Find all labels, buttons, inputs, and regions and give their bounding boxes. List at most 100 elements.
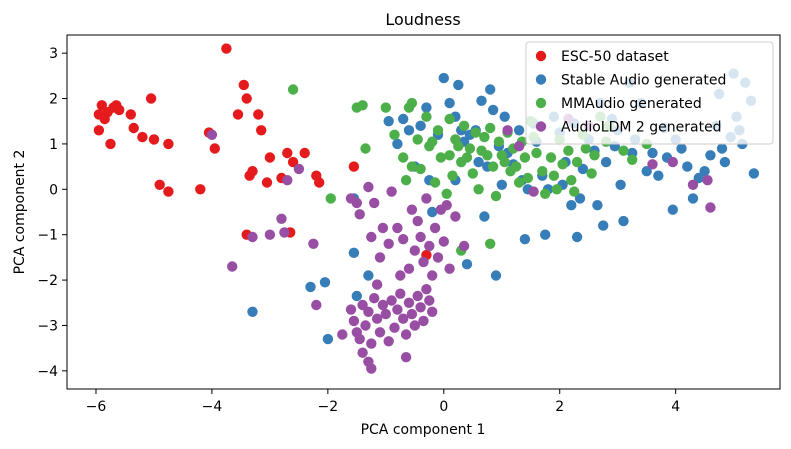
data-point-series-3 <box>427 306 438 317</box>
legend-label: AudioLDM 2 generated <box>561 120 722 136</box>
data-point-series-3 <box>450 211 461 222</box>
y-tick-label: −4 <box>37 364 58 380</box>
data-point-series-1 <box>363 270 374 281</box>
data-point-series-1 <box>719 156 731 168</box>
data-point-series-2 <box>412 134 423 145</box>
data-point-series-3 <box>667 156 678 168</box>
data-point-series-0 <box>137 131 148 143</box>
data-point-series-2 <box>522 172 533 184</box>
data-point-series-3 <box>363 306 374 317</box>
data-point-series-2 <box>421 111 432 122</box>
data-point-series-3 <box>308 238 319 249</box>
y-tick-label: 3 <box>49 46 58 62</box>
data-point-series-3 <box>282 175 293 186</box>
data-point-series-1 <box>716 143 728 154</box>
data-point-series-2 <box>287 84 299 95</box>
data-point-series-1 <box>641 166 652 177</box>
data-point-series-2 <box>545 152 557 163</box>
y-tick-label: 2 <box>49 92 58 108</box>
data-point-series-1 <box>598 220 609 231</box>
data-point-series-2 <box>400 175 412 186</box>
data-point-series-1 <box>461 259 473 270</box>
data-point-series-2 <box>473 184 484 195</box>
data-point-series-1 <box>699 166 710 177</box>
data-point-series-1 <box>667 204 678 215</box>
data-point-series-2 <box>389 129 400 140</box>
data-point-series-0 <box>114 104 125 116</box>
x-tick-label: −6 <box>86 399 107 415</box>
data-point-series-2 <box>627 154 638 165</box>
data-point-series-3 <box>406 308 418 320</box>
data-point-series-3 <box>409 320 420 331</box>
data-point-series-0 <box>148 134 160 145</box>
data-point-series-3 <box>279 227 290 238</box>
data-point-series-3 <box>403 263 415 274</box>
y-axis-label: PCA component 2 <box>12 150 28 275</box>
data-point-series-1 <box>571 231 583 243</box>
data-point-series-3 <box>400 352 412 363</box>
x-tick-label: 0 <box>439 399 448 415</box>
data-point-series-2 <box>485 122 496 134</box>
data-point-series-2 <box>406 161 418 172</box>
legend-label: MMAudio generated <box>561 96 702 112</box>
data-point-series-3 <box>366 338 377 349</box>
data-point-series-3 <box>383 336 394 347</box>
data-point-series-3 <box>386 186 397 197</box>
data-point-series-2 <box>569 186 580 197</box>
data-point-series-2 <box>453 141 464 152</box>
data-point-series-1 <box>398 113 409 125</box>
data-point-series-2 <box>432 125 444 136</box>
data-point-series-3 <box>418 315 429 327</box>
data-point-series-3 <box>357 299 368 311</box>
data-point-series-1 <box>682 161 693 172</box>
data-point-series-1 <box>647 147 658 159</box>
data-point-series-2 <box>444 113 455 125</box>
data-point-series-1 <box>473 156 484 168</box>
data-point-series-3 <box>380 308 391 320</box>
data-point-series-2 <box>479 131 490 143</box>
data-point-series-3 <box>383 238 394 249</box>
data-point-series-3 <box>348 315 360 327</box>
data-point-series-3 <box>357 347 368 358</box>
data-point-series-1 <box>618 215 629 227</box>
data-point-series-0 <box>195 184 206 195</box>
data-point-series-2 <box>464 143 476 154</box>
data-point-series-1 <box>705 150 716 161</box>
data-point-series-1 <box>653 170 664 181</box>
data-point-series-0 <box>264 152 276 163</box>
data-point-series-2 <box>435 152 447 163</box>
data-point-series-3 <box>227 261 238 272</box>
data-point-series-0 <box>282 147 293 159</box>
legend: ESC-50 dataset Stable Audio generated MMAu… <box>525 41 774 145</box>
data-point-series-3 <box>264 229 276 240</box>
x-tick-label: 2 <box>555 399 564 415</box>
data-point-series-1 <box>485 84 496 95</box>
data-point-series-3 <box>374 252 386 263</box>
data-point-series-3 <box>398 234 409 245</box>
y-tick-label: −2 <box>37 273 58 289</box>
data-point-series-1 <box>499 111 510 122</box>
data-point-series-2 <box>458 120 470 131</box>
data-point-series-3 <box>409 245 420 256</box>
data-point-series-1 <box>383 116 394 127</box>
data-point-series-3 <box>389 322 400 333</box>
data-point-series-1 <box>479 211 490 222</box>
data-point-series-3 <box>392 222 403 234</box>
data-point-series-0 <box>93 125 105 136</box>
data-point-series-1 <box>687 193 699 204</box>
data-point-series-3 <box>377 222 389 234</box>
plot-frame <box>66 34 781 390</box>
data-point-series-0 <box>232 109 244 120</box>
data-point-series-2 <box>467 168 478 179</box>
data-point-series-2 <box>540 188 551 199</box>
data-point-series-3 <box>386 295 397 306</box>
data-point-series-2 <box>490 190 502 202</box>
data-point-series-3 <box>354 333 365 345</box>
data-point-series-1 <box>305 281 316 293</box>
data-point-series-2 <box>360 143 371 154</box>
data-point-series-2 <box>470 127 481 138</box>
data-point-series-0 <box>128 122 139 134</box>
data-point-series-3 <box>395 288 406 299</box>
data-point-series-2 <box>429 177 441 188</box>
data-point-series-2 <box>548 170 560 181</box>
